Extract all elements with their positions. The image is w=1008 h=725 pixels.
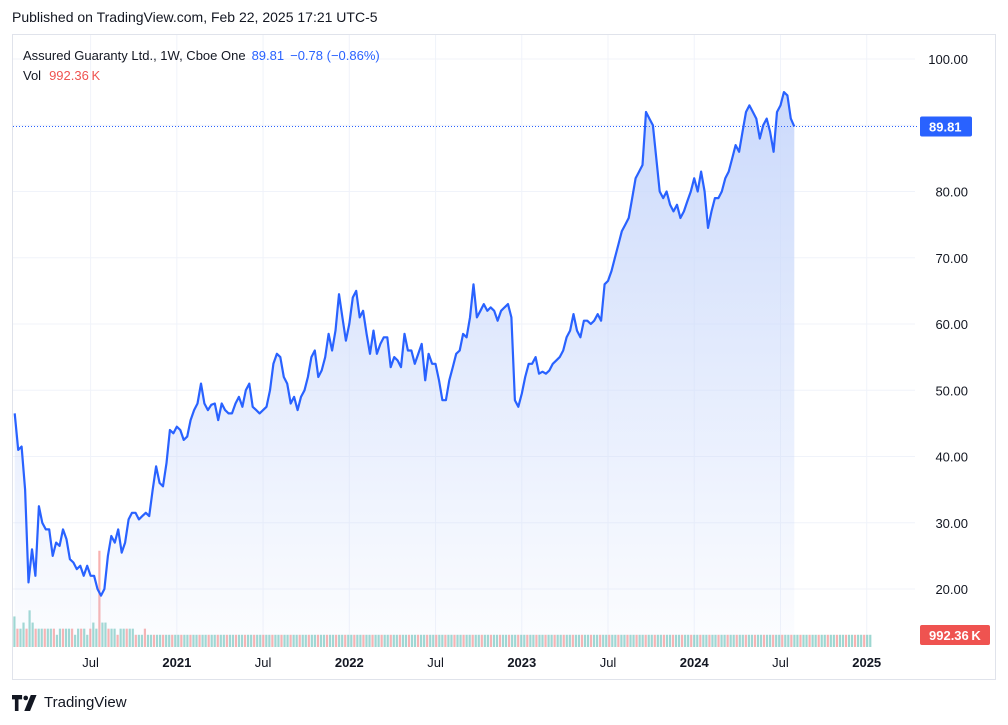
legend-price-row: Assured Guaranty Ltd., 1W, Cboe One 89.81… — [23, 46, 380, 66]
volume-bar — [796, 634, 799, 647]
tradingview-logo-icon — [12, 694, 37, 711]
time-tick-label: 2024 — [680, 655, 710, 670]
volume-label: 992.36 K — [929, 628, 981, 643]
last-value: 89.81 — [251, 48, 285, 63]
price-tick-label: 50.00 — [935, 383, 968, 398]
price-tick-label: 100.00 — [928, 52, 968, 67]
volume-bar — [808, 634, 811, 647]
price-tick-label: 20.00 — [935, 582, 968, 597]
volume-bar — [817, 634, 820, 647]
brand-name: TradingView — [44, 694, 127, 711]
time-tick-label: Jul — [427, 655, 444, 670]
time-axis: Jul 2021 Jul 2022 Jul 2023 Jul 2024 Jul 2025 — [82, 655, 881, 670]
last-price-label: 89.81 — [929, 120, 962, 135]
volume-bar — [829, 634, 832, 647]
volume-bar — [869, 634, 872, 647]
volume-bar — [799, 634, 802, 647]
time-tick-label: Jul — [255, 655, 272, 670]
change-value: −0.78 (−0.86%) — [290, 48, 380, 63]
volume-bar — [863, 634, 866, 647]
volume-bar — [857, 634, 860, 647]
volume-bar — [835, 634, 838, 647]
price-tick-label: 40.00 — [935, 450, 968, 465]
volume-bar — [832, 634, 835, 647]
volume-bar — [860, 634, 863, 647]
volume-bar — [13, 616, 16, 647]
chart-frame[interactable] — [12, 34, 996, 680]
time-tick-label: Jul — [600, 655, 617, 670]
time-tick-label: 2025 — [852, 655, 881, 670]
volume-bar — [793, 634, 796, 647]
legend-volume-row: Vol 992.36 K — [23, 66, 380, 86]
time-tick-label: Jul — [772, 655, 789, 670]
price-tick-label: 60.00 — [935, 317, 968, 332]
volume-bar — [853, 634, 857, 647]
volume-bar — [841, 634, 845, 647]
time-tick-label: 2023 — [507, 655, 536, 670]
volume-bar — [814, 634, 817, 647]
volume-value: 992.36 K — [49, 68, 101, 83]
volume-bar — [866, 634, 869, 647]
volume-bar — [826, 634, 829, 647]
volume-bar — [838, 634, 842, 647]
price-line — [13, 91, 796, 597]
volume-bar — [847, 634, 851, 647]
volume-title: Vol — [23, 68, 42, 83]
time-tick-label: 2022 — [335, 655, 364, 670]
published-caption: Published on TradingView.com, Feb 22, 20… — [12, 9, 378, 25]
symbol-description[interactable]: Assured Guaranty Ltd., 1W, Cboe One — [23, 48, 246, 63]
volume-bar — [844, 634, 848, 647]
volume-bar — [805, 634, 808, 647]
price-tick-label: 30.00 — [935, 516, 968, 531]
chart-legend: Assured Guaranty Ltd., 1W, Cboe One 89.81… — [23, 46, 380, 86]
volume-bar — [811, 634, 814, 647]
time-tick-label: Jul — [82, 655, 99, 670]
price-tick-label: 80.00 — [935, 185, 968, 200]
price-tick-label: 70.00 — [935, 251, 968, 266]
volume-bar — [820, 634, 823, 647]
time-tick-label: 2021 — [162, 655, 191, 670]
volume-bar — [850, 634, 854, 647]
volume-bar — [823, 634, 826, 647]
last-price-badge: 89.81 — [920, 116, 972, 137]
volume-bar — [802, 634, 805, 647]
price-area-fill — [14, 92, 795, 648]
tradingview-brand[interactable]: TradingView — [12, 694, 127, 711]
volume-badge: 992.36 K — [920, 625, 990, 645]
